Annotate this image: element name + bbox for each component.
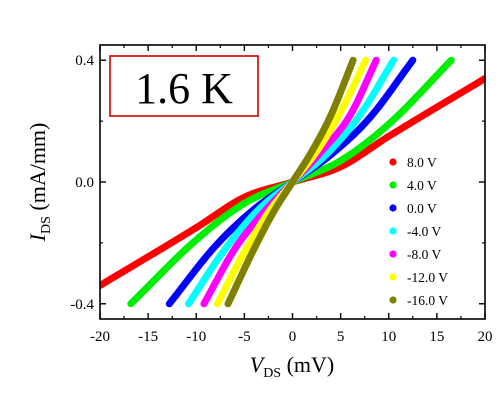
axis-tick-labels: -20 -15 -10 -5 0 5 10 15 20 -0.4 0.0 0.4	[70, 53, 492, 345]
legend-label-4: -8.0 V	[407, 247, 442, 262]
y-tick-label: 0.0	[75, 175, 94, 191]
y-tick-label: -0.4	[70, 297, 94, 313]
legend-marker-1	[389, 181, 397, 189]
legend-label-0: 8.0 V	[407, 155, 437, 170]
legend-marker-3	[389, 227, 397, 235]
x-tick-label: 15	[429, 329, 444, 345]
legend-marker-4	[389, 250, 397, 258]
y-axis-title: IDS (mA/mm)	[25, 123, 54, 243]
x-axis-title: VDS (mV)	[250, 352, 335, 381]
legend-label-2: 0.0 V	[407, 201, 437, 216]
legend-marker-2	[389, 204, 397, 212]
temperature-label: 1.6 K	[135, 64, 233, 113]
legend-marker-0	[389, 158, 397, 166]
x-tick-label: -20	[90, 329, 110, 345]
temperature-box	[109, 55, 259, 117]
y-tick-label: 0.4	[75, 53, 94, 69]
legend-label-6: -16.0 V	[407, 293, 448, 308]
x-tick-label: 20	[478, 329, 493, 345]
x-tick-label: -10	[186, 329, 206, 345]
axis-ticks	[99, 45, 486, 319]
x-tick-label: -15	[138, 329, 158, 345]
legend-label-5: -12.0 V	[407, 270, 448, 285]
series-line-6	[224, 56, 357, 308]
legend-marker-6	[389, 296, 397, 304]
x-tick-label: 10	[381, 329, 396, 345]
legend-label-1: 4.0 V	[407, 178, 437, 193]
legend-label-3: -4.0 V	[407, 224, 442, 239]
x-tick-label: -5	[238, 329, 251, 345]
x-tick-label: 5	[337, 329, 345, 345]
series-curves	[100, 56, 485, 308]
legend: 8.0 V 4.0 V 0.0 V -4.0 V -8.0 V -12.0 V -16.0 …	[389, 155, 448, 308]
legend-marker-5	[389, 273, 397, 281]
x-tick-label: 0	[289, 329, 297, 345]
